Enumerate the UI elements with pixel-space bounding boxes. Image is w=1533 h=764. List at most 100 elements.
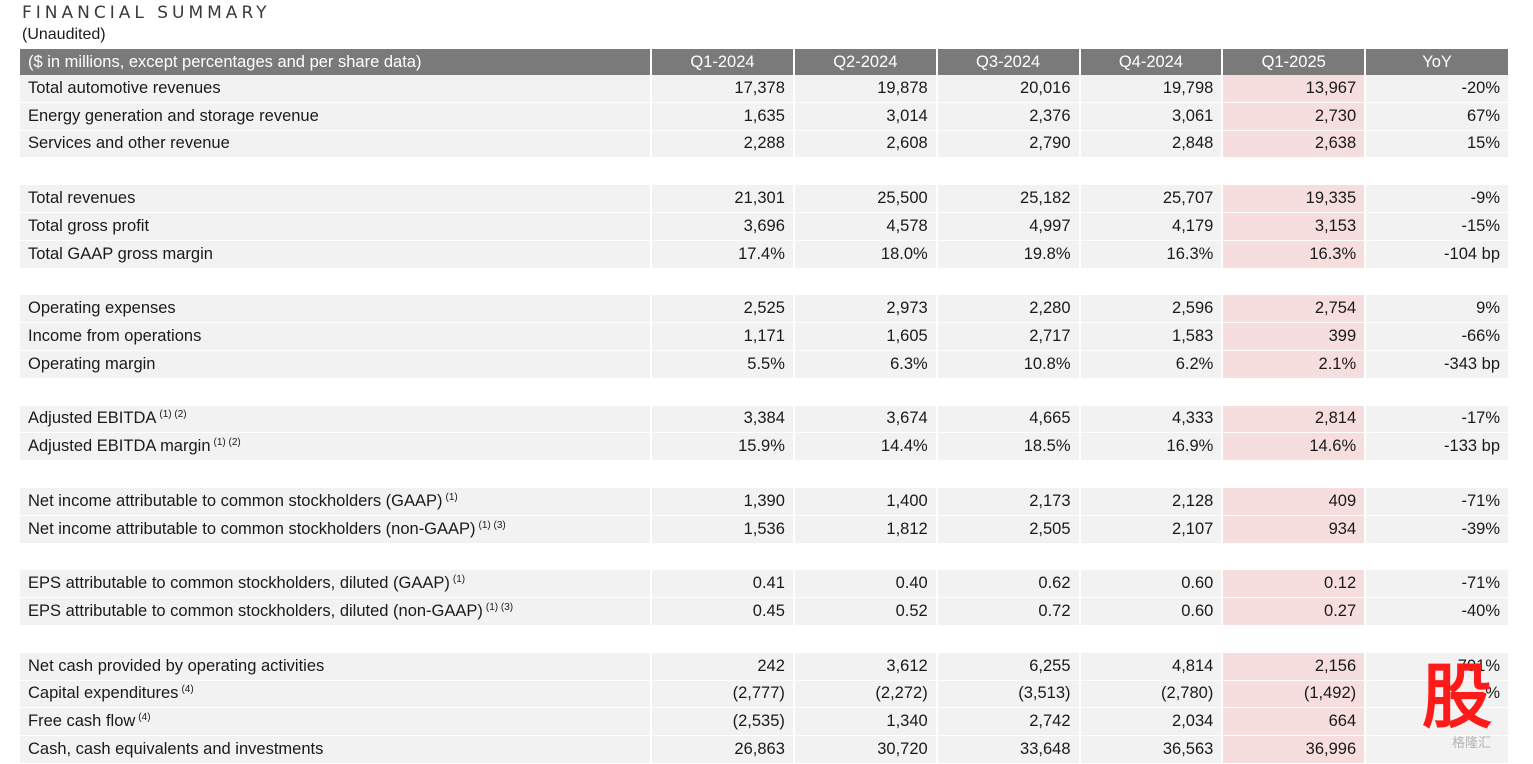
value-cell: 242 [651,652,795,681]
value-cell: 19,878 [793,75,938,103]
value-cell: 13,967 [1222,75,1367,103]
row-label-text: Adjusted EBITDA [28,409,157,428]
value-cell: 2,376 [936,102,1081,131]
spacer-cell [20,157,1508,186]
table-row: Services and other revenue 2,288 2,608 2,79… [20,130,1508,159]
value-cell: 16.3% [1079,240,1224,269]
yoy-cell: -17% [1365,405,1508,434]
value-cell: 0.60 [1079,597,1224,626]
yoy-cell: -71% [1365,487,1508,516]
value-cell: 2,638 [1222,130,1367,159]
yoy-cell: -71% [1365,570,1508,599]
row-label-text: Net income attributable to common stockh… [28,491,443,510]
spacer-cell [20,460,1508,488]
spacer-row [20,268,1508,296]
value-cell: 19,798 [1079,75,1224,103]
spacer-row [20,625,1508,653]
table-row: Adjusted EBITDA margin (1) (2) 15.9% 14.4% 1… [20,432,1508,462]
value-cell: 0.45 [651,597,795,626]
row-label: Adjusted EBITDA margin (1) (2) [20,432,653,462]
value-cell: (2,535) [651,707,795,737]
value-cell: 664 [1222,707,1367,737]
value-cell: 4,665 [936,405,1081,434]
yoy-cell: -104 bp [1365,240,1508,269]
footnote-marker: (4) [181,684,194,696]
value-cell: 0.60 [1079,570,1224,599]
value-cell: 2,596 [1079,295,1224,324]
value-cell: 2,790 [936,130,1081,159]
value-cell: 2,505 [936,515,1081,544]
table-row: Free cash flow (4) (2,535) 1,340 2,742 2,034 6… [20,707,1508,737]
yoy-cell: % [1365,680,1508,709]
table-row: Adjusted EBITDA (1) (2) 3,384 3,674 4,665 4,3… [20,405,1508,434]
value-cell: 2,742 [936,707,1081,737]
table-row: Operating expenses 2,525 2,973 2,280 2,596 2,… [20,295,1508,324]
table-header-row: ($ in millions, except percentages and p… [20,49,1508,75]
row-label: Adjusted EBITDA (1) (2) [20,405,653,434]
table-row: Operating margin 5.5% 6.3% 10.8% 6.2% 2.1% -34… [20,350,1508,379]
value-cell: 6.2% [1079,350,1224,379]
value-cell: 1,400 [793,487,938,516]
value-cell: 18.0% [793,240,938,269]
value-cell: (3,513) [936,680,1081,709]
row-label-text: Net cash provided by operating activitie… [28,656,325,675]
value-cell: 4,179 [1079,212,1224,241]
row-label: Total revenues [20,185,653,213]
table-row: Total automotive revenues 17,378 19,878 20,… [20,75,1508,103]
row-label-text: Operating expenses [28,299,176,318]
row-label-text: EPS attributable to common stockholders,… [28,574,450,593]
row-label-text: Income from operations [28,327,202,346]
table-row: Income from operations 1,171 1,605 2,717 1,5… [20,322,1508,351]
value-cell: 4,578 [793,212,938,241]
value-cell: 1,171 [651,322,795,351]
table-row: Energy generation and storage revenue 1,6… [20,102,1508,131]
row-label-text: Services and other revenue [28,134,230,153]
row-label-text: Total GAAP gross margin [28,244,213,263]
row-label-text: Free cash flow [28,712,136,731]
row-label: EPS attributable to common stockholders,… [20,570,653,599]
row-label: Operating expenses [20,295,653,324]
value-cell: 4,814 [1079,652,1224,681]
value-cell: 16.9% [1079,432,1224,462]
value-cell: 3,674 [793,405,938,434]
table-row: Net income attributable to common stockh… [20,515,1508,544]
row-label: Services and other revenue [20,130,653,159]
value-cell: 3,014 [793,102,938,131]
value-cell: 2,730 [1222,102,1367,131]
spacer-cell [20,625,1508,653]
page-title: FINANCIAL SUMMARY [22,3,271,23]
value-cell: 1,536 [651,515,795,544]
row-label-text: Energy generation and storage revenue [28,106,319,125]
yoy-cell: -9% [1365,185,1508,213]
row-label-text: EPS attributable to common stockholders,… [28,602,483,621]
row-label: Energy generation and storage revenue [20,102,653,131]
footnote-marker: (1) (2) [159,409,187,421]
value-cell: 2,128 [1079,487,1224,516]
table-row: Capital expenditures (4) (2,777) (2,272) (3,… [20,680,1508,709]
value-cell: 1,583 [1079,322,1224,351]
row-label-text: Total gross profit [28,216,150,235]
value-cell: 6,255 [936,652,1081,681]
value-cell: 36,563 [1079,735,1224,764]
value-cell: 14.4% [793,432,938,462]
row-label: Cash, cash equivalents and investments [20,735,653,764]
value-cell: 19.8% [936,240,1081,269]
table-body: Total automotive revenues 17,378 19,878 20,… [20,75,1508,764]
row-label-text: Adjusted EBITDA margin [28,437,211,456]
value-cell: 0.52 [793,597,938,626]
footnote-marker: (1) [445,491,458,503]
value-cell: 0.41 [651,570,795,599]
page-subtitle: (Unaudited) [22,26,106,43]
spacer-cell [20,268,1508,296]
financial-summary-table: ($ in millions, except percentages and p… [20,49,1508,764]
value-cell: 1,812 [793,515,938,544]
yoy-cell: 9% [1365,295,1508,324]
value-cell: 4,333 [1079,405,1224,434]
value-cell: 25,500 [793,185,938,213]
value-cell: 19,335 [1222,185,1367,213]
header-yoy: YoY [1365,49,1508,75]
yoy-cell: -15% [1365,212,1508,241]
value-cell: 6.3% [793,350,938,379]
row-label-text: Net income attributable to common stockh… [28,519,476,538]
table-row: Cash, cash equivalents and investments 26… [20,735,1508,764]
